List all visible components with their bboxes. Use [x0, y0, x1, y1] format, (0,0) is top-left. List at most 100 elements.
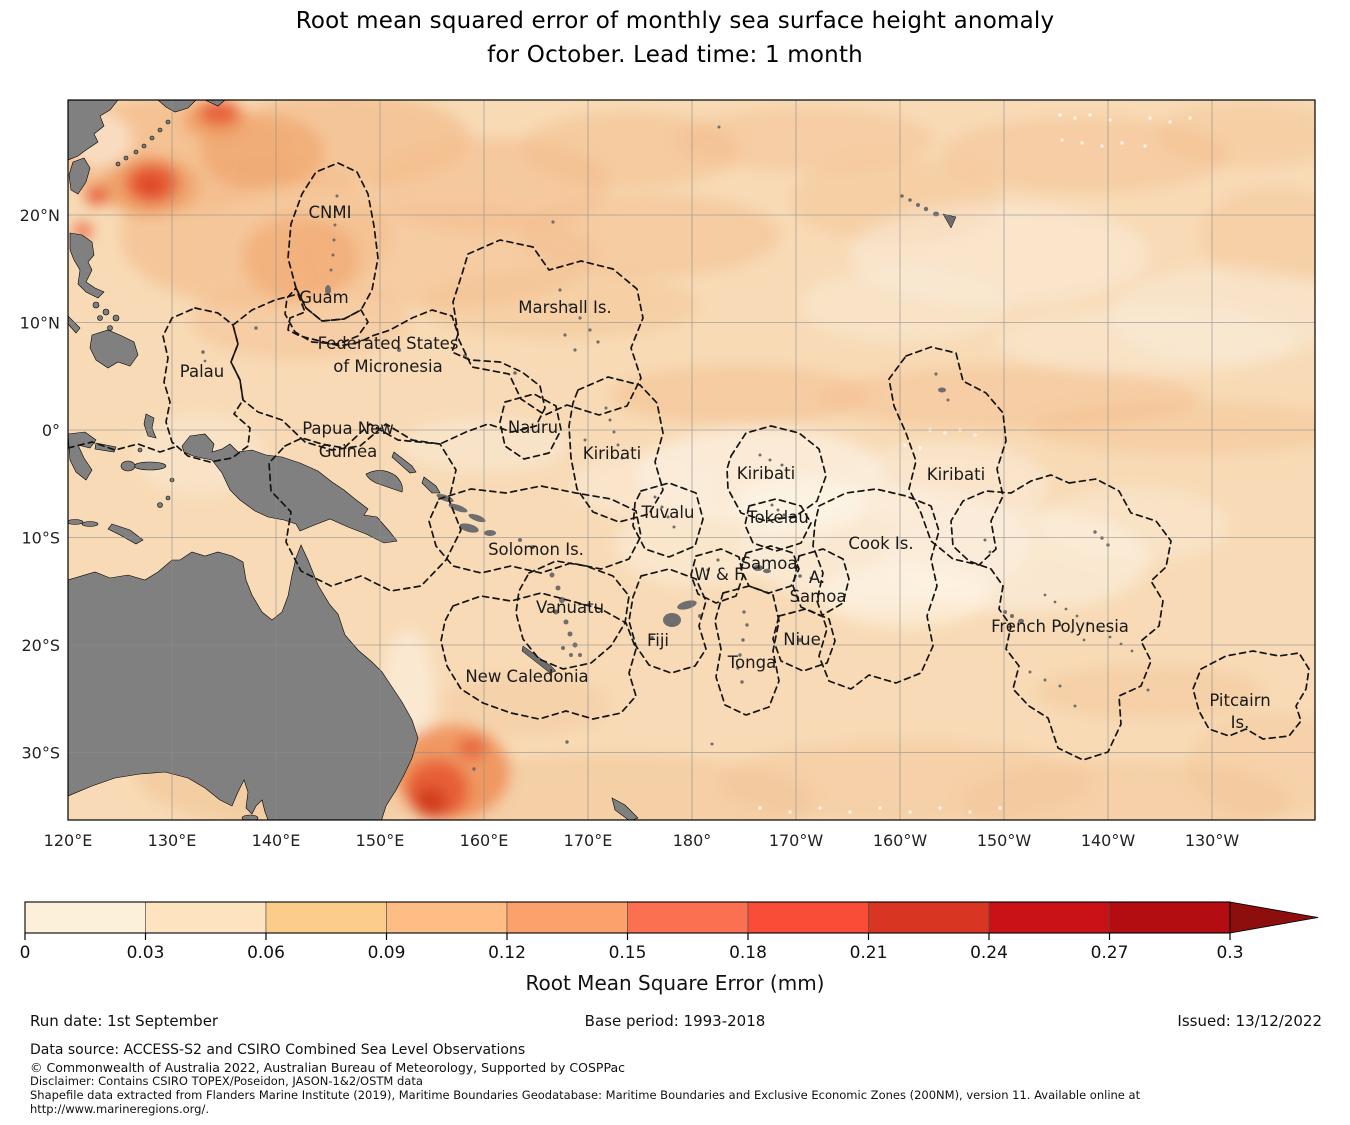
cb-axis-label: Root Mean Square Error (mm)	[526, 971, 825, 995]
cb-tick-labels: 0 0.03 0.06 0.09 0.12 0.15 0.18 0.21 0.2…	[20, 943, 1244, 963]
label-tonga: Tonga	[727, 653, 776, 672]
label-fsm-line2: of Micronesia	[333, 357, 442, 376]
label-marshall: Marshall Is.	[518, 298, 611, 317]
halmahera	[143, 413, 157, 439]
label-new-caledonia: New Caledonia	[465, 667, 588, 686]
cb-seg-0	[24, 901, 146, 934]
x-tick-120e: 120°E	[44, 831, 93, 850]
cb-arrow	[1229, 901, 1319, 934]
cb-seg-8	[988, 901, 1110, 934]
eez-tonga	[714, 585, 780, 716]
label-kiribati-west: Kiribati	[583, 444, 641, 463]
map-frame	[67, 99, 1316, 821]
x-tick-170w: 170°W	[769, 831, 824, 850]
eez-guam	[284, 287, 369, 345]
cb-seg-6	[747, 901, 869, 934]
y-tick-0: 0°	[42, 421, 60, 440]
cb-tick-018: 0.18	[729, 943, 767, 963]
x-tick-170e: 170°E	[564, 831, 613, 850]
eez-american-samoa	[792, 548, 850, 617]
pacific-map: CNMI Guam Marshall Is. Federated States …	[20, 99, 1319, 995]
label-png-line1: Papua New	[302, 419, 394, 438]
label-tokelau: Tokelau	[746, 508, 809, 527]
x-tick-160e: 160°E	[460, 831, 509, 850]
label-kiribati-east: Kiribati	[927, 465, 985, 484]
x-tick-150e: 150°E	[356, 831, 405, 850]
eez-wallis-futuna	[690, 548, 744, 604]
china-coast	[68, 100, 119, 161]
cb-seg-3	[386, 901, 508, 934]
label-niue: Niue	[783, 630, 821, 649]
cb-tick-0: 0	[20, 943, 31, 963]
eez-kiribati-phoenix	[726, 425, 827, 522]
cb-seg-4	[506, 901, 628, 934]
label-french-polynesia: French Polynesia	[991, 617, 1129, 636]
label-kiribati-central: Kiribati	[737, 464, 795, 483]
bougainville	[421, 476, 441, 494]
x-tick-130w: 130°W	[1185, 831, 1240, 850]
label-american-samoa-line2: Samoa	[790, 587, 847, 606]
cb-tick-006: 0.06	[247, 943, 285, 963]
cb-tick-003: 0.03	[127, 943, 165, 963]
cb-tick-015: 0.15	[609, 943, 647, 963]
cb-seg-5	[627, 901, 749, 934]
region-labels: CNMI Guam Marshall Is. Federated States …	[180, 203, 1271, 732]
x-tick-130e: 130°E	[148, 831, 197, 850]
cb-tick-03: 0.3	[1216, 943, 1243, 963]
eez-boundaries	[68, 162, 1310, 761]
cb-seg-7	[868, 901, 990, 934]
label-pitcairn-line2: Is.	[1231, 713, 1250, 732]
label-cook: Cook Is.	[848, 534, 913, 553]
cb-seg-2	[265, 901, 387, 934]
y-tick-10n: 10°N	[20, 314, 60, 333]
eez-fsm	[230, 293, 546, 451]
eez-cook-islands	[812, 488, 940, 690]
eez-samoa	[740, 545, 800, 594]
timor	[107, 523, 144, 545]
australia-landmass	[68, 544, 419, 820]
figure-title-line2: for October. Lead time: 1 month	[487, 42, 863, 68]
label-wallis-futuna: W & F	[694, 565, 743, 584]
shapefile-note-url: http://www.marineregions.org/.	[30, 1102, 209, 1116]
label-nauru: Nauru	[508, 418, 558, 437]
run-date: Run date: 1st September	[30, 1012, 219, 1030]
y-tick-10s: 10°S	[21, 529, 60, 548]
label-fsm-line1: Federated States	[318, 334, 459, 353]
y-tick-20s: 20°S	[21, 636, 60, 655]
y-tick-30s: 30°S	[21, 744, 60, 763]
label-palau: Palau	[180, 362, 224, 381]
issued-date: Issued: 13/12/2022	[1177, 1012, 1322, 1030]
x-tick-140e: 140°E	[252, 831, 301, 850]
label-vanuatu: Vanuatu	[536, 598, 604, 617]
label-png-line2: Guinea	[319, 442, 378, 461]
luzon	[69, 232, 105, 299]
gridlines	[68, 100, 1315, 820]
data-source: Data source: ACCESS-S2 and CSIRO Combine…	[30, 1042, 526, 1058]
eez-png	[268, 423, 462, 592]
y-tick-20n: 20°N	[20, 206, 60, 225]
eez-nauru	[499, 393, 562, 460]
eez-niue	[772, 608, 836, 672]
cb-tick-009: 0.09	[368, 943, 406, 963]
eez-pitcairn	[1192, 650, 1310, 740]
cb-tick-012: 0.12	[488, 943, 526, 963]
new-britain	[365, 470, 403, 493]
cb-tick-marks	[24, 933, 1231, 940]
cb-tick-027: 0.27	[1091, 943, 1129, 963]
eez-solomon	[428, 485, 642, 574]
cb-tick-024: 0.24	[970, 943, 1008, 963]
x-tick-180: 180°	[673, 831, 712, 850]
label-pitcairn-line1: Pitcairn	[1209, 691, 1270, 710]
disclaimer-note: Disclaimer: Contains CSIRO TOPEX/Poseido…	[30, 1074, 423, 1088]
label-fiji: Fiji	[647, 631, 669, 650]
y-axis-ticks: 20°N 10°N 0° 10°S 20°S 30°S	[20, 206, 60, 763]
cb-tick-021: 0.21	[850, 943, 888, 963]
label-tuvalu: Tuvalu	[641, 503, 695, 522]
label-samoa: Samoa	[741, 554, 798, 573]
x-tick-140w: 140°W	[1081, 831, 1136, 850]
figure-title-line1: Root mean squared error of monthly sea s…	[295, 8, 1055, 34]
label-solomon: Solomon Is.	[488, 540, 584, 559]
eez-tuvalu	[632, 482, 704, 558]
shapefile-note-line1: Shapefile data extracted from Flanders M…	[30, 1088, 1141, 1102]
